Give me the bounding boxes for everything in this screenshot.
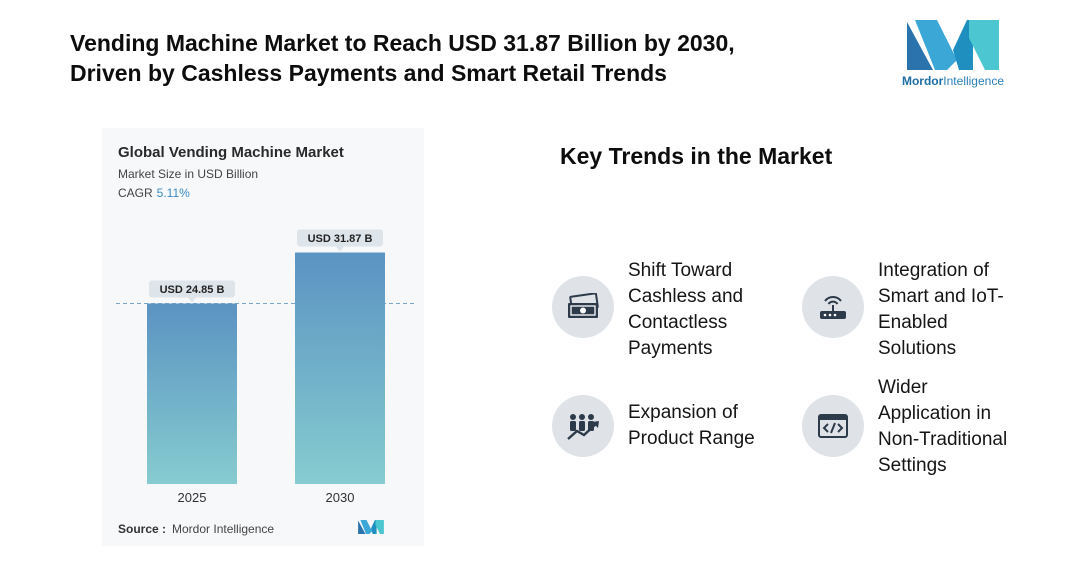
brand-logo: MordorIntelligence <box>897 20 1009 92</box>
trend-label-cashless: Shift Toward Cashless and Contactless Pa… <box>628 260 744 359</box>
bar-2030 <box>295 252 385 484</box>
bar-chart: USD 24.85 B 2025 USD 31.87 B 2030 <box>116 229 416 505</box>
trend-label-product-range: Expansion of Product Range <box>628 402 755 449</box>
trend-label-non-traditional: Wider Application in Non-Traditional Set… <box>878 377 1008 476</box>
iot-router-icon <box>802 276 864 338</box>
brand-mark-icon <box>907 20 999 70</box>
cagr-value: 5.11% <box>156 186 190 200</box>
data-label-bg-2025 <box>149 280 235 298</box>
trends-title: Key Trends in the Market <box>560 143 833 169</box>
brand-name-rest: Intelligence <box>943 74 1005 88</box>
mini-logo-icon <box>358 520 384 534</box>
cagr-label: CAGR <box>118 186 153 200</box>
headline: Vending Machine Market to Reach USD 31.8… <box>70 28 830 88</box>
data-label-bg-2030 <box>297 229 383 247</box>
bar-2025 <box>147 303 237 484</box>
x-tick-2025: 2025 <box>178 490 207 505</box>
headline-line-2: Driven by Cashless Payments and Smart Re… <box>70 60 667 86</box>
data-label-2030: USD 31.87 B <box>308 233 373 245</box>
cash-payment-icon <box>552 276 614 338</box>
chart-card: Global Vending Machine Market Market Siz… <box>102 128 424 546</box>
chart-subtitle: Market Size in USD Billion <box>118 167 259 181</box>
code-window-icon <box>802 395 864 457</box>
chart-cagr: CAGR 5.11% <box>118 186 190 200</box>
headline-line-1: Vending Machine Market to Reach USD 31.8… <box>70 30 735 56</box>
data-label-pointer-2025 <box>188 297 196 303</box>
source-value: Mordor Intelligence <box>172 522 275 536</box>
chart-title: Global Vending Machine Market <box>118 144 344 161</box>
brand-name-bold: Mordor <box>901 74 944 88</box>
data-label-2025: USD 24.85 B <box>160 284 225 296</box>
trend-label-iot: Integration of Smart and IoT- Enabled So… <box>878 260 1004 359</box>
source-label: Source : <box>118 522 167 536</box>
data-label-pointer-2030 <box>336 246 344 252</box>
chart-source: Source : Mordor Intelligence <box>118 522 274 536</box>
growth-people-icon <box>552 395 614 457</box>
x-tick-2030: 2030 <box>326 490 355 505</box>
